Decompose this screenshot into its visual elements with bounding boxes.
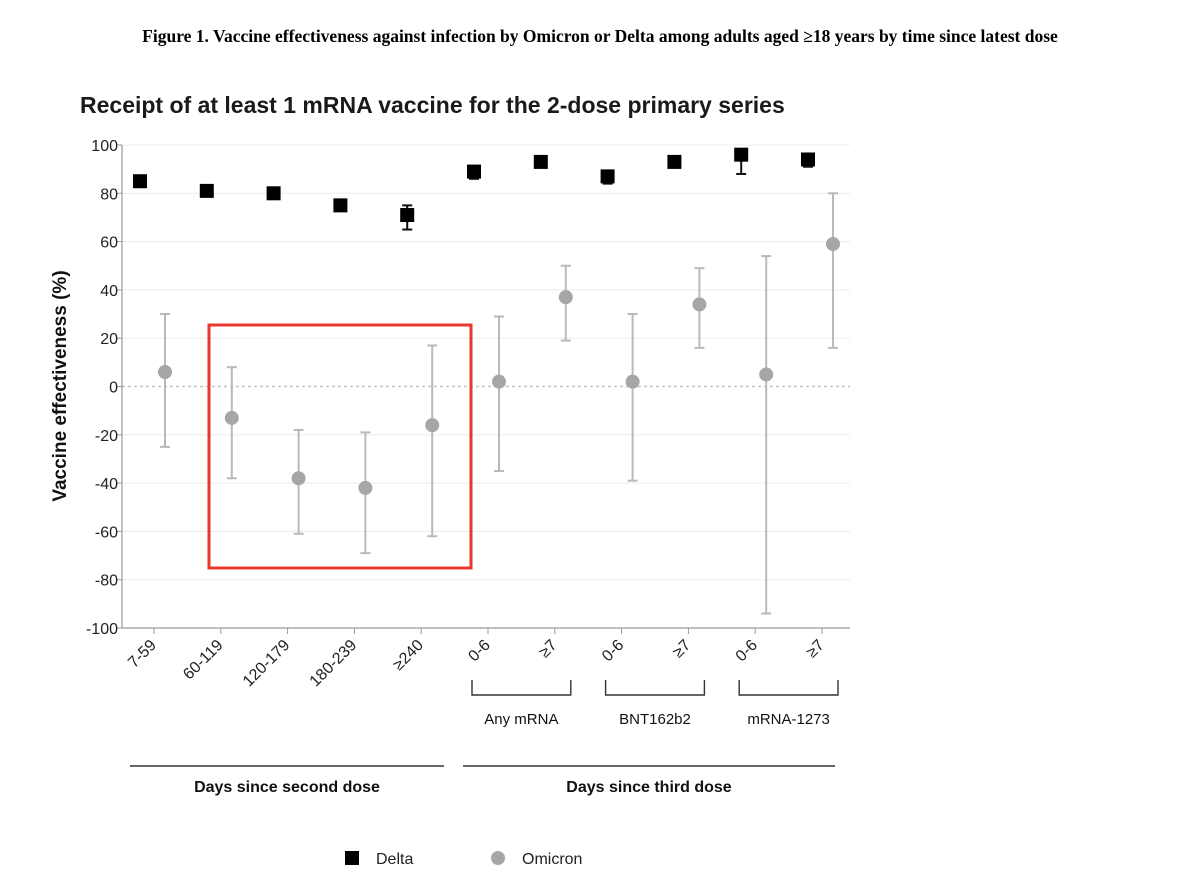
- delta-point: [333, 198, 348, 213]
- omicron-point: [358, 480, 373, 495]
- delta-point: [667, 154, 682, 169]
- y-tick-label: -60: [95, 524, 118, 541]
- delta-point: [467, 164, 481, 179]
- legend-label: Omicron: [522, 851, 582, 868]
- omicron-point: [291, 471, 306, 486]
- y-tick-label: -100: [86, 621, 118, 638]
- omicron-point: [558, 290, 573, 305]
- section-label: Days since second dose: [194, 779, 380, 796]
- x-tick-label: 0-6: [599, 637, 627, 665]
- x-tick-label: ≥7: [803, 637, 828, 662]
- delta-point: [199, 183, 214, 198]
- x-tick-label: 7-59: [125, 637, 160, 672]
- group-bracket: [471, 680, 572, 696]
- omicron-point: [158, 365, 172, 380]
- group-label: mRNA-1273: [747, 711, 830, 728]
- omicron-point: [625, 374, 640, 389]
- plot-area: 100 80 60 40 20 0 -20 -40 -60 -80 -100 7-59 60-119 12…: [86, 138, 850, 868]
- y-tick-label: -20: [95, 428, 118, 445]
- highlight-box: [207, 323, 473, 570]
- y-tick-label: -40: [95, 476, 118, 493]
- y-axis-label: Vaccine effectiveness (%): [50, 270, 71, 501]
- omicron-point: [224, 410, 239, 425]
- delta-point: [266, 186, 281, 201]
- omicron-point: [492, 374, 506, 389]
- y-tick-label: 40: [100, 283, 118, 300]
- x-tick-label: 0-6: [465, 637, 493, 665]
- delta-point: [533, 154, 548, 169]
- figure-caption: Figure 1. Vaccine effectiveness against …: [142, 26, 1058, 46]
- x-tick-label: 180-239: [307, 637, 361, 691]
- group-label: Any mRNA: [484, 711, 558, 728]
- section-label: Days since third dose: [566, 779, 731, 796]
- x-tick-label: 0-6: [733, 637, 761, 665]
- y-tick-label: 0: [109, 380, 118, 397]
- x-tick-label: 120-179: [240, 637, 294, 691]
- omicron-point: [759, 367, 774, 382]
- legend-label: Delta: [376, 851, 413, 868]
- omicron-point: [692, 297, 707, 312]
- y-tick-label: 20: [100, 331, 118, 348]
- delta-point: [801, 152, 815, 167]
- chart-title: Receipt of at least 1 mRNA vaccine for t…: [80, 92, 785, 118]
- delta-point: [600, 169, 615, 184]
- omicron-point: [425, 418, 440, 433]
- x-tick-label: 60-119: [180, 637, 226, 683]
- y-tick-label: 80: [100, 186, 118, 203]
- group-bracket: [738, 680, 839, 696]
- y-tick-label: -80: [95, 573, 118, 590]
- group-label: BNT162b2: [619, 711, 691, 728]
- x-tick-label: ≥7: [670, 637, 695, 662]
- x-tick-label: ≥7: [536, 637, 561, 662]
- y-tick-label: 60: [100, 235, 118, 252]
- x-tick-label: ≥240: [390, 637, 427, 674]
- delta-point: [400, 208, 415, 223]
- omicron-point: [826, 237, 840, 252]
- y-tick-label: 100: [91, 138, 118, 155]
- group-bracket: [604, 680, 706, 696]
- delta-point: [734, 147, 749, 162]
- legend-marker-delta: [345, 851, 359, 865]
- delta-point: [133, 174, 147, 189]
- legend-marker-omicron: [491, 851, 505, 865]
